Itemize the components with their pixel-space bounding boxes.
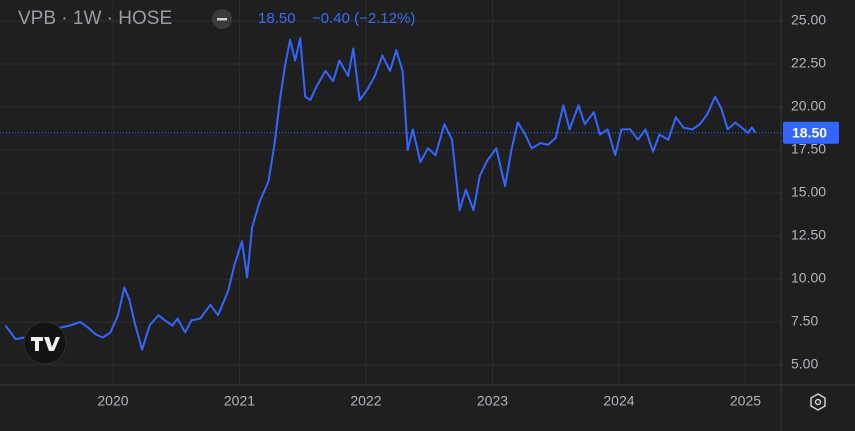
last-price-label: 18.50: [792, 125, 827, 141]
settings-button[interactable]: [810, 393, 826, 411]
grid: 5.00 7.50 10.00 12.50 15.00 17.50 20.00 22.50 25…: [0, 0, 826, 409]
plot: [4, 37, 757, 351]
x-tick-label: 2025: [730, 393, 761, 409]
y-tick-label: 22.50: [791, 55, 826, 71]
header-change: −0.40 (−2.12%): [312, 10, 415, 27]
hide-icon: [217, 18, 227, 21]
x-tick-label: 2024: [603, 393, 634, 409]
x-tick-label: 2020: [97, 393, 128, 409]
y-tick-label: 5.00: [791, 356, 818, 372]
y-tick-label: 12.50: [791, 227, 826, 243]
y-tick-label: 25.00: [791, 12, 826, 28]
settings-icon: [814, 398, 822, 406]
chart-title: VPB · 1W · HOSE: [18, 8, 172, 29]
header-price: 18.50: [258, 10, 296, 27]
last-price-box: [783, 121, 839, 144]
price-line: [4, 37, 757, 351]
y-tick-label: 17.50: [791, 141, 826, 157]
y-tick-label: 7.50: [791, 313, 818, 329]
y-tick-label: 20.00: [791, 98, 826, 114]
logo-mark: [31, 337, 60, 351]
logo[interactable]: [23, 321, 67, 365]
x-tick-label: 2021: [224, 393, 255, 409]
x-tick-label: 2022: [350, 393, 381, 409]
overlay: 18.50: [0, 121, 839, 144]
y-tick-label: 10.00: [791, 270, 826, 286]
x-tick-label: 2023: [477, 393, 508, 409]
y-tick-label: 15.00: [791, 184, 826, 200]
